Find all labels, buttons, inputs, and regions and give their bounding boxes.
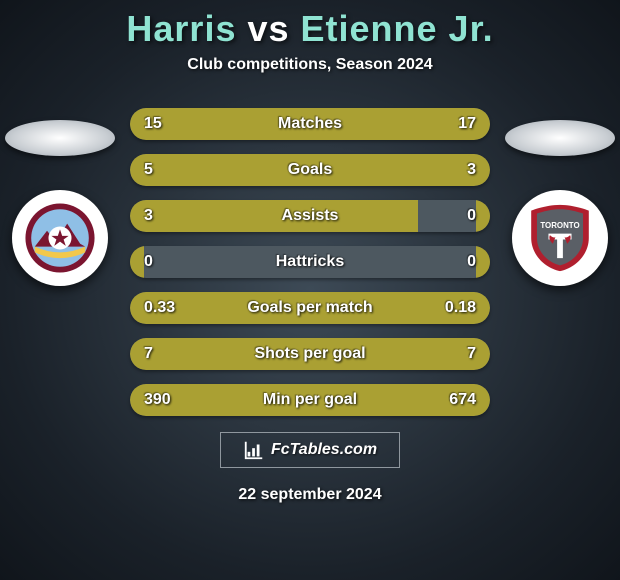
- chart-icon: [243, 439, 265, 461]
- stat-row: 53Goals: [130, 154, 490, 186]
- right-player-avatar-placeholder: [505, 120, 615, 156]
- stat-row: 77Shots per goal: [130, 338, 490, 370]
- svg-text:TORONTO: TORONTO: [540, 221, 579, 230]
- title-vs: vs: [236, 8, 300, 49]
- stat-row: 30Assists: [130, 200, 490, 232]
- right-player-column: TORONTO: [500, 120, 620, 286]
- title-player1: Harris: [126, 8, 236, 49]
- stat-row: 390674Min per goal: [130, 384, 490, 416]
- brand-text: FcTables.com: [271, 441, 377, 459]
- stats-container: 1517Matches 53Goals 30Assists 00Hattricks 0.…: [130, 108, 490, 416]
- stat-row: 1517Matches: [130, 108, 490, 140]
- colorado-rapids-icon: [24, 202, 96, 274]
- left-player-column: [0, 120, 120, 286]
- left-club-badge: [12, 190, 108, 286]
- stat-label: Goals per match: [130, 292, 490, 324]
- left-player-avatar-placeholder: [5, 120, 115, 156]
- subtitle: Club competitions, Season 2024: [0, 56, 620, 74]
- stat-label: Shots per goal: [130, 338, 490, 370]
- stat-label: Min per goal: [130, 384, 490, 416]
- stat-row: 0.330.18Goals per match: [130, 292, 490, 324]
- stat-label: Assists: [130, 200, 490, 232]
- toronto-fc-icon: TORONTO: [524, 202, 596, 274]
- stat-label: Goals: [130, 154, 490, 186]
- date-text: 22 september 2024: [0, 486, 620, 504]
- stat-row: 00Hattricks: [130, 246, 490, 278]
- stat-label: Hattricks: [130, 246, 490, 278]
- page-title: Harris vs Etienne Jr.: [0, 0, 620, 50]
- right-club-badge: TORONTO: [512, 190, 608, 286]
- brand-box[interactable]: FcTables.com: [220, 432, 400, 468]
- title-player2: Etienne Jr.: [301, 8, 494, 49]
- stat-label: Matches: [130, 108, 490, 140]
